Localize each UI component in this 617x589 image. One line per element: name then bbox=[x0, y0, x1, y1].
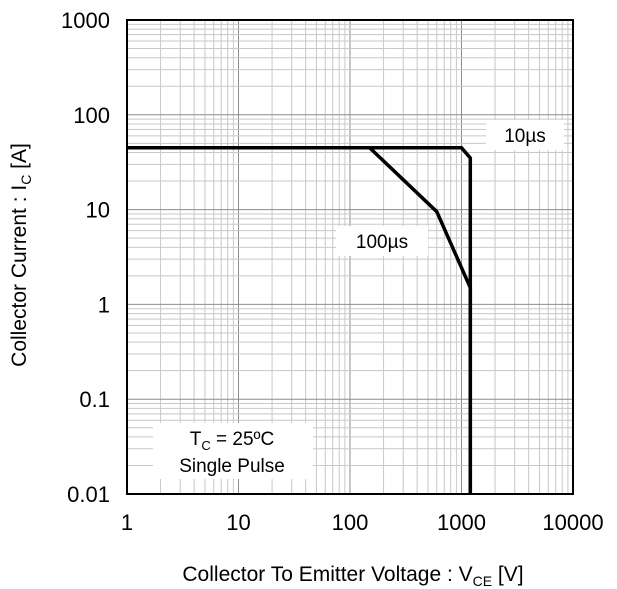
series-group bbox=[127, 145, 473, 494]
conditions-box: TC = 25ºC Single Pulse bbox=[153, 423, 313, 479]
series-label-100us: 100µs bbox=[356, 232, 408, 253]
x-axis-title: Collector To Emitter Voltage : VCE [V] bbox=[182, 563, 523, 589]
y-tick-label: 0.01 bbox=[67, 482, 110, 507]
plot-frame bbox=[126, 19, 574, 495]
y-axis-title: Collector Current : IC [A] bbox=[8, 143, 34, 367]
condition-pulse: Single Pulse bbox=[179, 456, 285, 477]
x-tick-label: 10000 bbox=[542, 510, 603, 535]
y-tick-label: 0.1 bbox=[79, 387, 110, 412]
series-label-10us: 10µs bbox=[504, 126, 546, 147]
series-labels: 10µs 100µs bbox=[336, 120, 564, 256]
y-tick-labels: 1000 100 10 1 0.1 0.01 bbox=[61, 8, 110, 507]
x-tick-label: 1000 bbox=[437, 510, 486, 535]
y-tick-label: 1000 bbox=[61, 8, 110, 33]
x-tick-label: 100 bbox=[332, 510, 369, 535]
y-tick-label: 100 bbox=[73, 103, 110, 128]
series-line-100us bbox=[127, 145, 473, 494]
x-tick-labels: 1 10 100 1000 10000 bbox=[121, 510, 604, 535]
x-tick-label: 1 bbox=[121, 510, 133, 535]
label-bg-10us bbox=[486, 120, 564, 150]
condition-temperature: TC = 25ºC bbox=[190, 429, 274, 453]
x-tick-label: 10 bbox=[226, 510, 250, 535]
grid bbox=[126, 20, 573, 495]
label-bg-100us bbox=[336, 226, 428, 256]
y-tick-label: 10 bbox=[86, 198, 110, 223]
conditions-bg bbox=[153, 423, 313, 479]
y-tick-label: 1 bbox=[98, 292, 110, 317]
